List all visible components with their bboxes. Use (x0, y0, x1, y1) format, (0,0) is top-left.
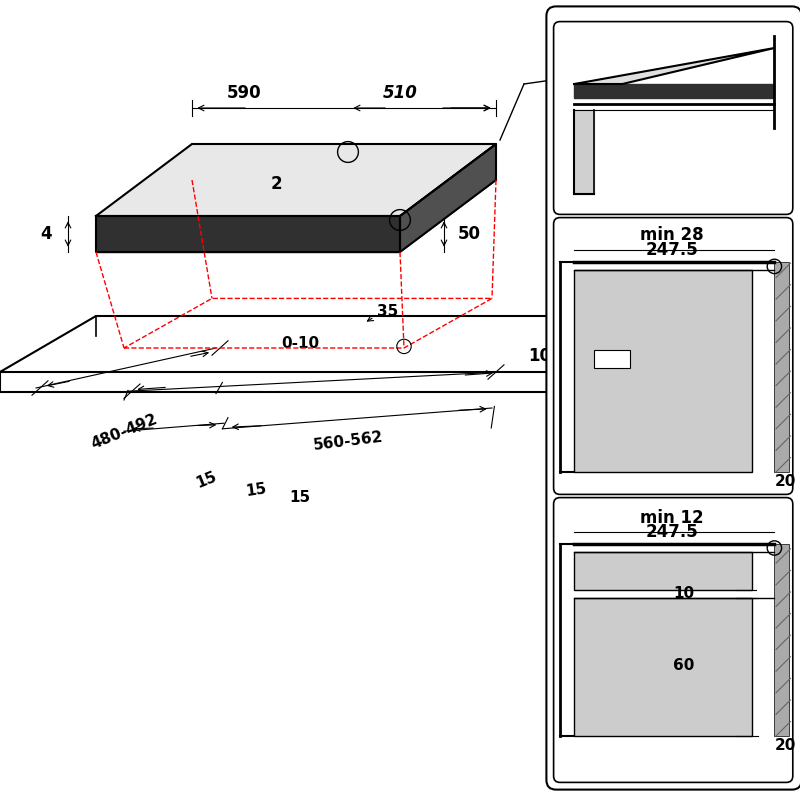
FancyBboxPatch shape (554, 498, 793, 782)
Text: 20: 20 (775, 738, 796, 753)
Polygon shape (574, 110, 594, 194)
FancyBboxPatch shape (554, 22, 793, 214)
FancyBboxPatch shape (554, 218, 793, 494)
Text: 15: 15 (194, 469, 219, 491)
Polygon shape (0, 316, 640, 372)
Text: 15: 15 (245, 481, 267, 498)
Bar (774, 262, 789, 472)
Text: 20: 20 (775, 474, 796, 489)
Polygon shape (574, 48, 774, 84)
Text: 510: 510 (382, 84, 418, 102)
Bar (774, 544, 789, 736)
Text: 10: 10 (674, 586, 694, 601)
Text: 2: 2 (270, 175, 282, 193)
Text: min 12: min 12 (640, 509, 704, 526)
Text: 60: 60 (674, 658, 694, 673)
Text: min 28: min 28 (640, 226, 704, 244)
Text: 4: 4 (41, 225, 52, 243)
Text: 247.5: 247.5 (646, 523, 698, 541)
Text: 100: 100 (528, 347, 562, 365)
Polygon shape (96, 216, 400, 252)
Text: 0-10: 0-10 (281, 336, 319, 350)
Polygon shape (400, 144, 496, 252)
Text: 35: 35 (378, 305, 398, 319)
Polygon shape (96, 144, 496, 216)
Text: 480-492: 480-492 (89, 412, 159, 452)
Text: 15: 15 (290, 490, 310, 505)
FancyBboxPatch shape (546, 6, 800, 790)
Bar (574, 270, 752, 472)
Text: 247.5: 247.5 (646, 242, 698, 259)
Text: 50: 50 (458, 225, 481, 243)
Bar (574, 598, 752, 736)
Bar (574, 552, 752, 590)
Polygon shape (574, 84, 774, 98)
Bar (594, 350, 630, 368)
Text: 560-562: 560-562 (312, 430, 384, 454)
Text: 590: 590 (226, 84, 262, 102)
